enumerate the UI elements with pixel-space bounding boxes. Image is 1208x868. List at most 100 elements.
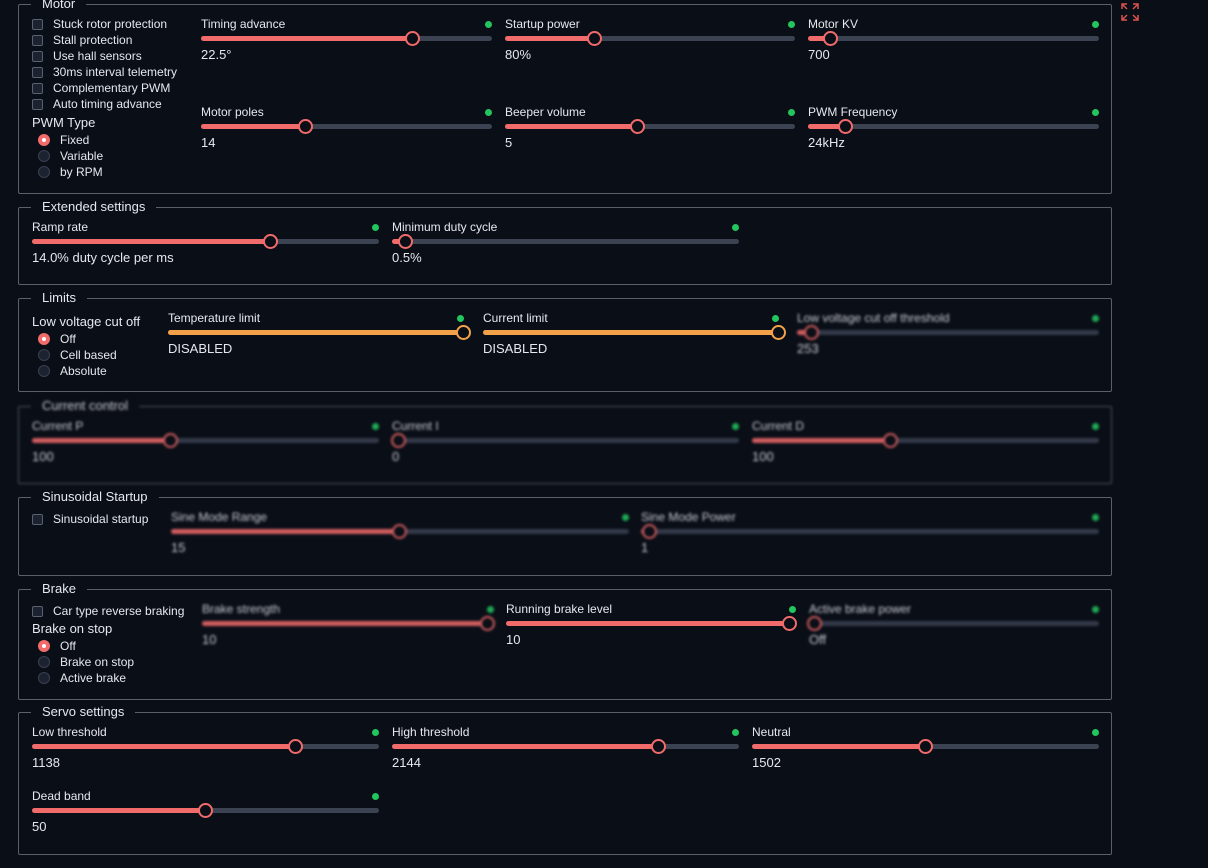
slider-track[interactable] bbox=[641, 524, 1099, 539]
slider-startup-power[interactable]: Startup power 80% bbox=[505, 17, 795, 67]
radio-lv-off[interactable]: Off bbox=[38, 331, 76, 347]
slider-low-voltage-threshold[interactable]: Low voltage cut off threshold 253 bbox=[797, 311, 1099, 361]
slider-track[interactable] bbox=[752, 433, 1099, 448]
slider-track[interactable] bbox=[392, 234, 739, 249]
slider-thumb[interactable] bbox=[287, 739, 303, 754]
slider-track[interactable] bbox=[32, 803, 379, 818]
slider-thumb[interactable] bbox=[162, 433, 178, 448]
checkbox-stuck-rotor[interactable]: Stuck rotor protection bbox=[32, 16, 167, 32]
slider-timing-advance[interactable]: Timing advance 22.5° bbox=[201, 17, 492, 67]
slider-running-brake-level[interactable]: Running brake level 10 bbox=[506, 602, 798, 652]
slider-motor-kv[interactable]: Motor KV 700 bbox=[808, 17, 1099, 67]
radio-fixed[interactable]: Fixed bbox=[38, 132, 89, 148]
slider-neutral[interactable]: Neutral 1502 bbox=[752, 725, 1099, 775]
slider-track[interactable] bbox=[797, 325, 1099, 340]
slider-thumb[interactable] bbox=[297, 119, 313, 134]
slider-track[interactable] bbox=[392, 739, 739, 754]
radio-button[interactable] bbox=[38, 166, 50, 178]
radio-button[interactable] bbox=[38, 656, 50, 668]
slider-thumb[interactable] bbox=[837, 119, 853, 134]
checkbox-box[interactable] bbox=[32, 82, 43, 94]
radio-brake-on-stop[interactable]: Brake on stop bbox=[38, 654, 134, 670]
slider-track[interactable] bbox=[483, 325, 786, 340]
slider-thumb[interactable] bbox=[263, 234, 279, 249]
slider-current-d[interactable]: Current D 100 bbox=[752, 419, 1099, 469]
slider-track[interactable] bbox=[808, 119, 1099, 134]
slider-thumb[interactable] bbox=[782, 616, 798, 631]
radio-variable[interactable]: Variable bbox=[38, 148, 103, 164]
slider-track[interactable] bbox=[808, 31, 1099, 46]
slider-thumb[interactable] bbox=[456, 325, 471, 340]
slider-thumb[interactable] bbox=[405, 31, 421, 46]
slider-thumb[interactable] bbox=[630, 119, 646, 134]
slider-ramp-rate[interactable]: Ramp rate 14.0% duty cycle per ms bbox=[32, 220, 379, 270]
checkbox-sinusoidal-startup[interactable]: Sinusoidal startup bbox=[32, 511, 148, 527]
slider-track[interactable] bbox=[806, 616, 1099, 631]
checkbox-auto-timing[interactable]: Auto timing advance bbox=[32, 96, 162, 112]
radio-brake-off[interactable]: Off bbox=[38, 638, 76, 654]
expand-icon[interactable] bbox=[1121, 3, 1139, 21]
checkbox-box[interactable] bbox=[32, 34, 43, 46]
slider-thumb[interactable] bbox=[882, 433, 898, 448]
slider-track[interactable] bbox=[168, 325, 471, 340]
slider-track[interactable] bbox=[505, 31, 795, 46]
slider-high-threshold[interactable]: High threshold 2144 bbox=[392, 725, 739, 775]
checkbox-stall[interactable]: Stall protection bbox=[32, 32, 132, 48]
radio-button[interactable] bbox=[38, 333, 50, 345]
checkbox-box[interactable] bbox=[32, 50, 43, 62]
radio-button[interactable] bbox=[38, 150, 50, 162]
slider-thumb[interactable] bbox=[771, 325, 786, 340]
checkbox-complementary[interactable]: Complementary PWM bbox=[32, 80, 170, 96]
slider-track[interactable] bbox=[171, 524, 629, 539]
slider-thumb[interactable] bbox=[651, 739, 667, 754]
slider-dead-band[interactable]: Dead band 50 bbox=[32, 789, 379, 839]
slider-thumb[interactable] bbox=[642, 524, 658, 539]
slider-thumb[interactable] bbox=[917, 739, 933, 754]
radio-button[interactable] bbox=[38, 640, 50, 652]
slider-thumb[interactable] bbox=[804, 325, 820, 340]
slider-track[interactable] bbox=[201, 31, 492, 46]
slider-temperature-limit[interactable]: Temperature limit DISABLED bbox=[168, 311, 471, 361]
slider-track[interactable] bbox=[201, 119, 492, 134]
radio-by-rpm[interactable]: by RPM bbox=[38, 164, 103, 180]
slider-minimum-duty-cycle[interactable]: Minimum duty cycle 0.5% bbox=[392, 220, 739, 270]
slider-thumb[interactable] bbox=[806, 616, 822, 631]
slider-track[interactable] bbox=[506, 616, 798, 631]
checkbox-box[interactable] bbox=[32, 66, 43, 78]
checkbox-hall[interactable]: Use hall sensors bbox=[32, 48, 142, 64]
slider-thumb[interactable] bbox=[480, 616, 496, 631]
slider-thumb[interactable] bbox=[197, 803, 213, 818]
slider-track[interactable] bbox=[505, 119, 795, 134]
slider-current-limit[interactable]: Current limit DISABLED bbox=[483, 311, 786, 361]
slider-current-p[interactable]: Current P 100 bbox=[32, 419, 379, 469]
slider-sine-mode-power[interactable]: Sine Mode Power 1 bbox=[641, 510, 1099, 560]
checkbox-box[interactable] bbox=[32, 513, 43, 525]
radio-cell-based[interactable]: Cell based bbox=[38, 347, 117, 363]
checkbox-car-reverse-braking[interactable]: Car type reverse braking bbox=[32, 603, 184, 619]
slider-pwm-frequency[interactable]: PWM Frequency 24kHz bbox=[808, 105, 1099, 155]
radio-button[interactable] bbox=[38, 672, 50, 684]
slider-current-i[interactable]: Current I 0 bbox=[390, 419, 739, 469]
slider-sine-mode-range[interactable]: Sine Mode Range 15 bbox=[171, 510, 629, 560]
checkbox-box[interactable] bbox=[32, 605, 43, 617]
radio-button[interactable] bbox=[38, 365, 50, 377]
checkbox-telemetry[interactable]: 30ms interval telemetry bbox=[32, 64, 177, 80]
slider-thumb[interactable] bbox=[397, 234, 413, 249]
checkbox-box[interactable] bbox=[32, 18, 43, 30]
slider-track[interactable] bbox=[752, 739, 1099, 754]
slider-track[interactable] bbox=[32, 433, 379, 448]
checkbox-box[interactable] bbox=[32, 98, 43, 110]
radio-button[interactable] bbox=[38, 134, 50, 146]
slider-track[interactable] bbox=[390, 433, 739, 448]
radio-absolute[interactable]: Absolute bbox=[38, 363, 107, 379]
radio-button[interactable] bbox=[38, 349, 50, 361]
slider-low-threshold[interactable]: Low threshold 1138 bbox=[32, 725, 379, 775]
slider-thumb[interactable] bbox=[390, 433, 406, 448]
slider-motor-poles[interactable]: Motor poles 14 bbox=[201, 105, 492, 155]
slider-track[interactable] bbox=[32, 739, 379, 754]
slider-thumb[interactable] bbox=[586, 31, 602, 46]
slider-beeper-volume[interactable]: Beeper volume 5 bbox=[505, 105, 795, 155]
slider-brake-strength[interactable]: Brake strength 10 bbox=[202, 602, 496, 652]
slider-thumb[interactable] bbox=[823, 31, 839, 46]
slider-active-brake-power[interactable]: Active brake power Off bbox=[806, 602, 1099, 652]
